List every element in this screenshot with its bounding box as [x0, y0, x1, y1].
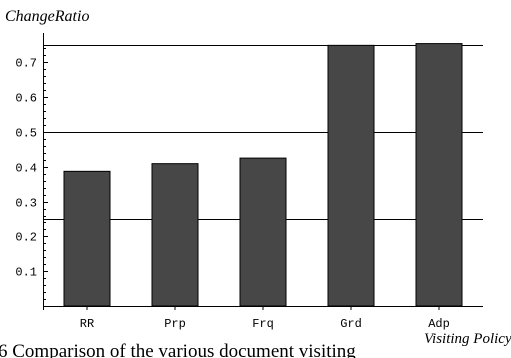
y-tick-label: 0.2 — [15, 231, 37, 245]
x-tick-label: Frq — [252, 317, 274, 331]
y-axis-label: ChangeRatio — [5, 8, 89, 25]
y-tick-label: 0.5 — [15, 127, 37, 141]
y-tick-label: 0.4 — [15, 162, 37, 176]
bar — [327, 44, 375, 307]
x-axis-label: Visiting Policy — [424, 331, 511, 347]
x-tick-label: RR — [80, 317, 94, 331]
x-tick-label: Adp — [428, 317, 450, 331]
bar — [151, 163, 199, 307]
y-axis-ticks: 0.1 0.2 0.3 0.4 0.5 0.6 0.7 — [15, 48, 48, 300]
bar — [415, 43, 463, 307]
y-tick-label: 0.3 — [15, 197, 37, 211]
y-tick-label: 0.7 — [15, 57, 37, 71]
bar — [63, 170, 111, 307]
y-tick-label: 0.1 — [15, 266, 37, 280]
bar — [239, 157, 287, 307]
figure-caption: 6 Comparison of the various document vis… — [0, 341, 356, 358]
x-axis-ticks: RR Prp Frq Grd Adp — [80, 306, 450, 331]
y-tick-label: 0.6 — [15, 92, 37, 106]
bars — [63, 43, 463, 307]
x-tick-label: Prp — [164, 317, 186, 331]
x-tick-label: Grd — [340, 317, 362, 331]
